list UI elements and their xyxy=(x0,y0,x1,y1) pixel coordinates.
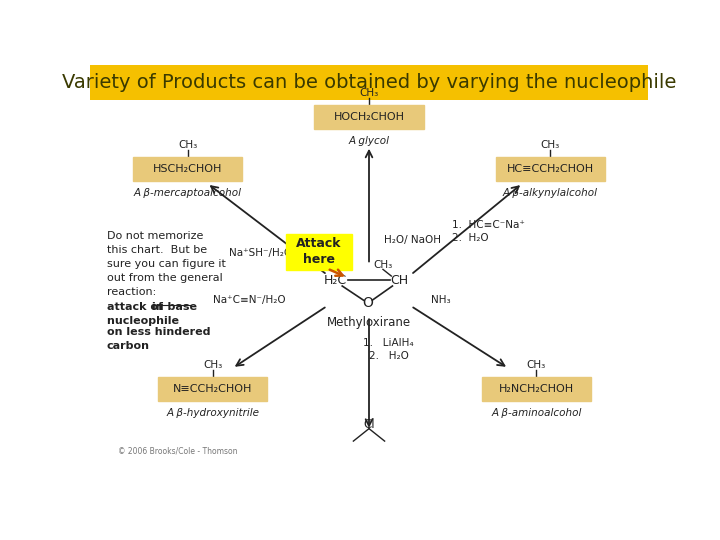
Text: NH₃: NH₃ xyxy=(431,295,450,305)
FancyBboxPatch shape xyxy=(286,234,351,270)
FancyBboxPatch shape xyxy=(482,377,591,401)
Text: Na⁺SH⁻/H₂O: Na⁺SH⁻/H₂O xyxy=(229,248,292,258)
Text: A glycol: A glycol xyxy=(348,136,390,146)
FancyBboxPatch shape xyxy=(133,157,243,181)
Text: Attack
here: Attack here xyxy=(296,238,341,266)
Text: CH₃: CH₃ xyxy=(359,87,379,98)
Text: Cl: Cl xyxy=(363,418,375,431)
Text: N≡CCH₂CHOH: N≡CCH₂CHOH xyxy=(173,384,253,394)
Text: 1.   LiAlH₄
2.   H₂O: 1. LiAlH₄ 2. H₂O xyxy=(363,338,414,361)
Text: H₂NCH₂CHOH: H₂NCH₂CHOH xyxy=(499,384,574,394)
Text: CH₃: CH₃ xyxy=(527,360,546,370)
Text: Na⁺C≡N⁻/H₂O: Na⁺C≡N⁻/H₂O xyxy=(212,295,285,305)
FancyBboxPatch shape xyxy=(90,65,648,100)
Text: CH: CH xyxy=(391,274,409,287)
Text: Methyloxirane: Methyloxirane xyxy=(327,316,411,329)
Text: HC≡CCH₂CHOH: HC≡CCH₂CHOH xyxy=(507,164,594,174)
Text: H₂C: H₂C xyxy=(324,274,347,287)
Text: HSCH₂CHOH: HSCH₂CHOH xyxy=(153,164,222,174)
Text: H₂O/ NaOH: H₂O/ NaOH xyxy=(384,235,441,245)
Text: Do not memorize
this chart.  But be
sure you can figure it
out from the general
: Do not memorize this chart. But be sure … xyxy=(107,231,225,297)
Text: HOCH₂CHOH: HOCH₂CHOH xyxy=(333,112,405,122)
Text: A β-mercaptoalcohol: A β-mercaptoalcohol xyxy=(134,188,242,198)
Text: CH₃: CH₃ xyxy=(178,140,197,150)
Text: 1.  HC≡C⁻Na⁺
2.  H₂O: 1. HC≡C⁻Na⁺ 2. H₂O xyxy=(451,220,524,242)
Text: O: O xyxy=(362,295,373,309)
Text: CH₃: CH₃ xyxy=(203,360,222,370)
Text: A β-hydroxynitrile: A β-hydroxynitrile xyxy=(166,408,259,418)
FancyBboxPatch shape xyxy=(315,105,423,129)
Text: © 2006 Brooks/Cole - Thomson: © 2006 Brooks/Cole - Thomson xyxy=(118,446,238,455)
Text: A β-alkynylalcohol: A β-alkynylalcohol xyxy=(503,188,598,198)
Text: Variety of Products can be obtained by varying the nucleophile: Variety of Products can be obtained by v… xyxy=(62,73,676,92)
Text: CH₃: CH₃ xyxy=(374,260,392,270)
FancyBboxPatch shape xyxy=(158,377,267,401)
FancyBboxPatch shape xyxy=(495,157,605,181)
Text: in base: in base xyxy=(153,302,197,312)
Text: attack of
nucleophile: attack of nucleophile xyxy=(107,302,183,326)
Text: A β-aminoalcohol: A β-aminoalcohol xyxy=(491,408,582,418)
Text: on less hindered
carbon: on less hindered carbon xyxy=(107,327,210,351)
Text: CH₃: CH₃ xyxy=(541,140,560,150)
